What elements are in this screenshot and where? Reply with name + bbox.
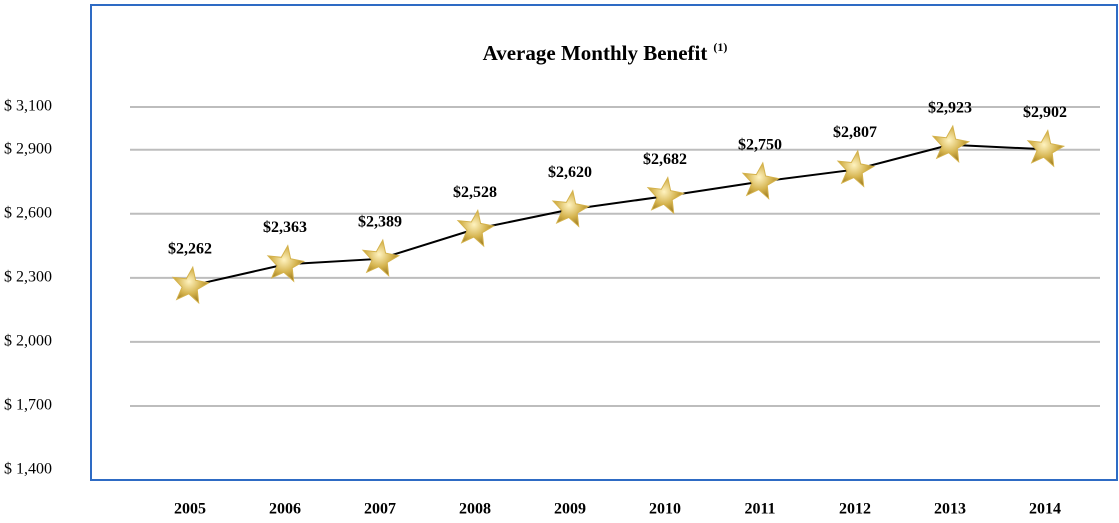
star-marker [171,265,211,305]
star-marker [1026,129,1066,168]
value-label: $2,902 [1023,104,1067,121]
y-tick-label: $ 1,400 [4,461,52,478]
title-note: (1) [713,40,727,54]
x-tick-label: 2006 [269,501,301,518]
x-tick-label: 2011 [744,501,775,518]
value-label: $2,750 [738,136,782,153]
value-label: $2,807 [833,124,877,141]
plot-frame [90,4,1118,481]
value-label: $2,923 [928,99,972,116]
line [189,143,1046,287]
y-tick-label: $ 1,700 [4,397,52,414]
y-tick-label: $ 2,300 [4,268,52,285]
value-label: $2,620 [548,164,592,181]
title-text: Average Monthly Benefit [483,41,708,65]
star-marker [741,161,781,200]
value-label: $2,363 [263,219,307,236]
star-marker [361,238,401,277]
value-label: $2,528 [453,184,497,201]
x-tick-label: 2012 [839,501,871,518]
chart-title: Average Monthly Benefit (1) [483,40,728,65]
x-tick-label: 2005 [174,501,206,518]
y-tick-label: $ 2,600 [4,204,52,221]
star-marker [646,176,686,215]
value-label: $2,682 [643,151,687,168]
x-tick-label: 2014 [1029,501,1061,518]
x-tick-label: 2010 [649,501,681,518]
x-tick-label: 2008 [459,501,491,518]
star-marker [551,189,591,228]
x-tick-label: 2007 [364,501,396,518]
star-marker [456,209,496,248]
star-marker [266,244,306,283]
star-marker [836,149,876,188]
y-tick-label: $ 3,100 [4,98,52,115]
value-label: $2,389 [358,213,402,230]
x-tick-label: 2013 [934,501,966,518]
x-tick-label: 2009 [554,501,586,518]
value-label: $2,262 [168,241,212,258]
y-tick-label: $ 2,900 [4,140,52,157]
star-marker [931,124,971,163]
y-tick-label: $ 2,000 [4,333,52,350]
